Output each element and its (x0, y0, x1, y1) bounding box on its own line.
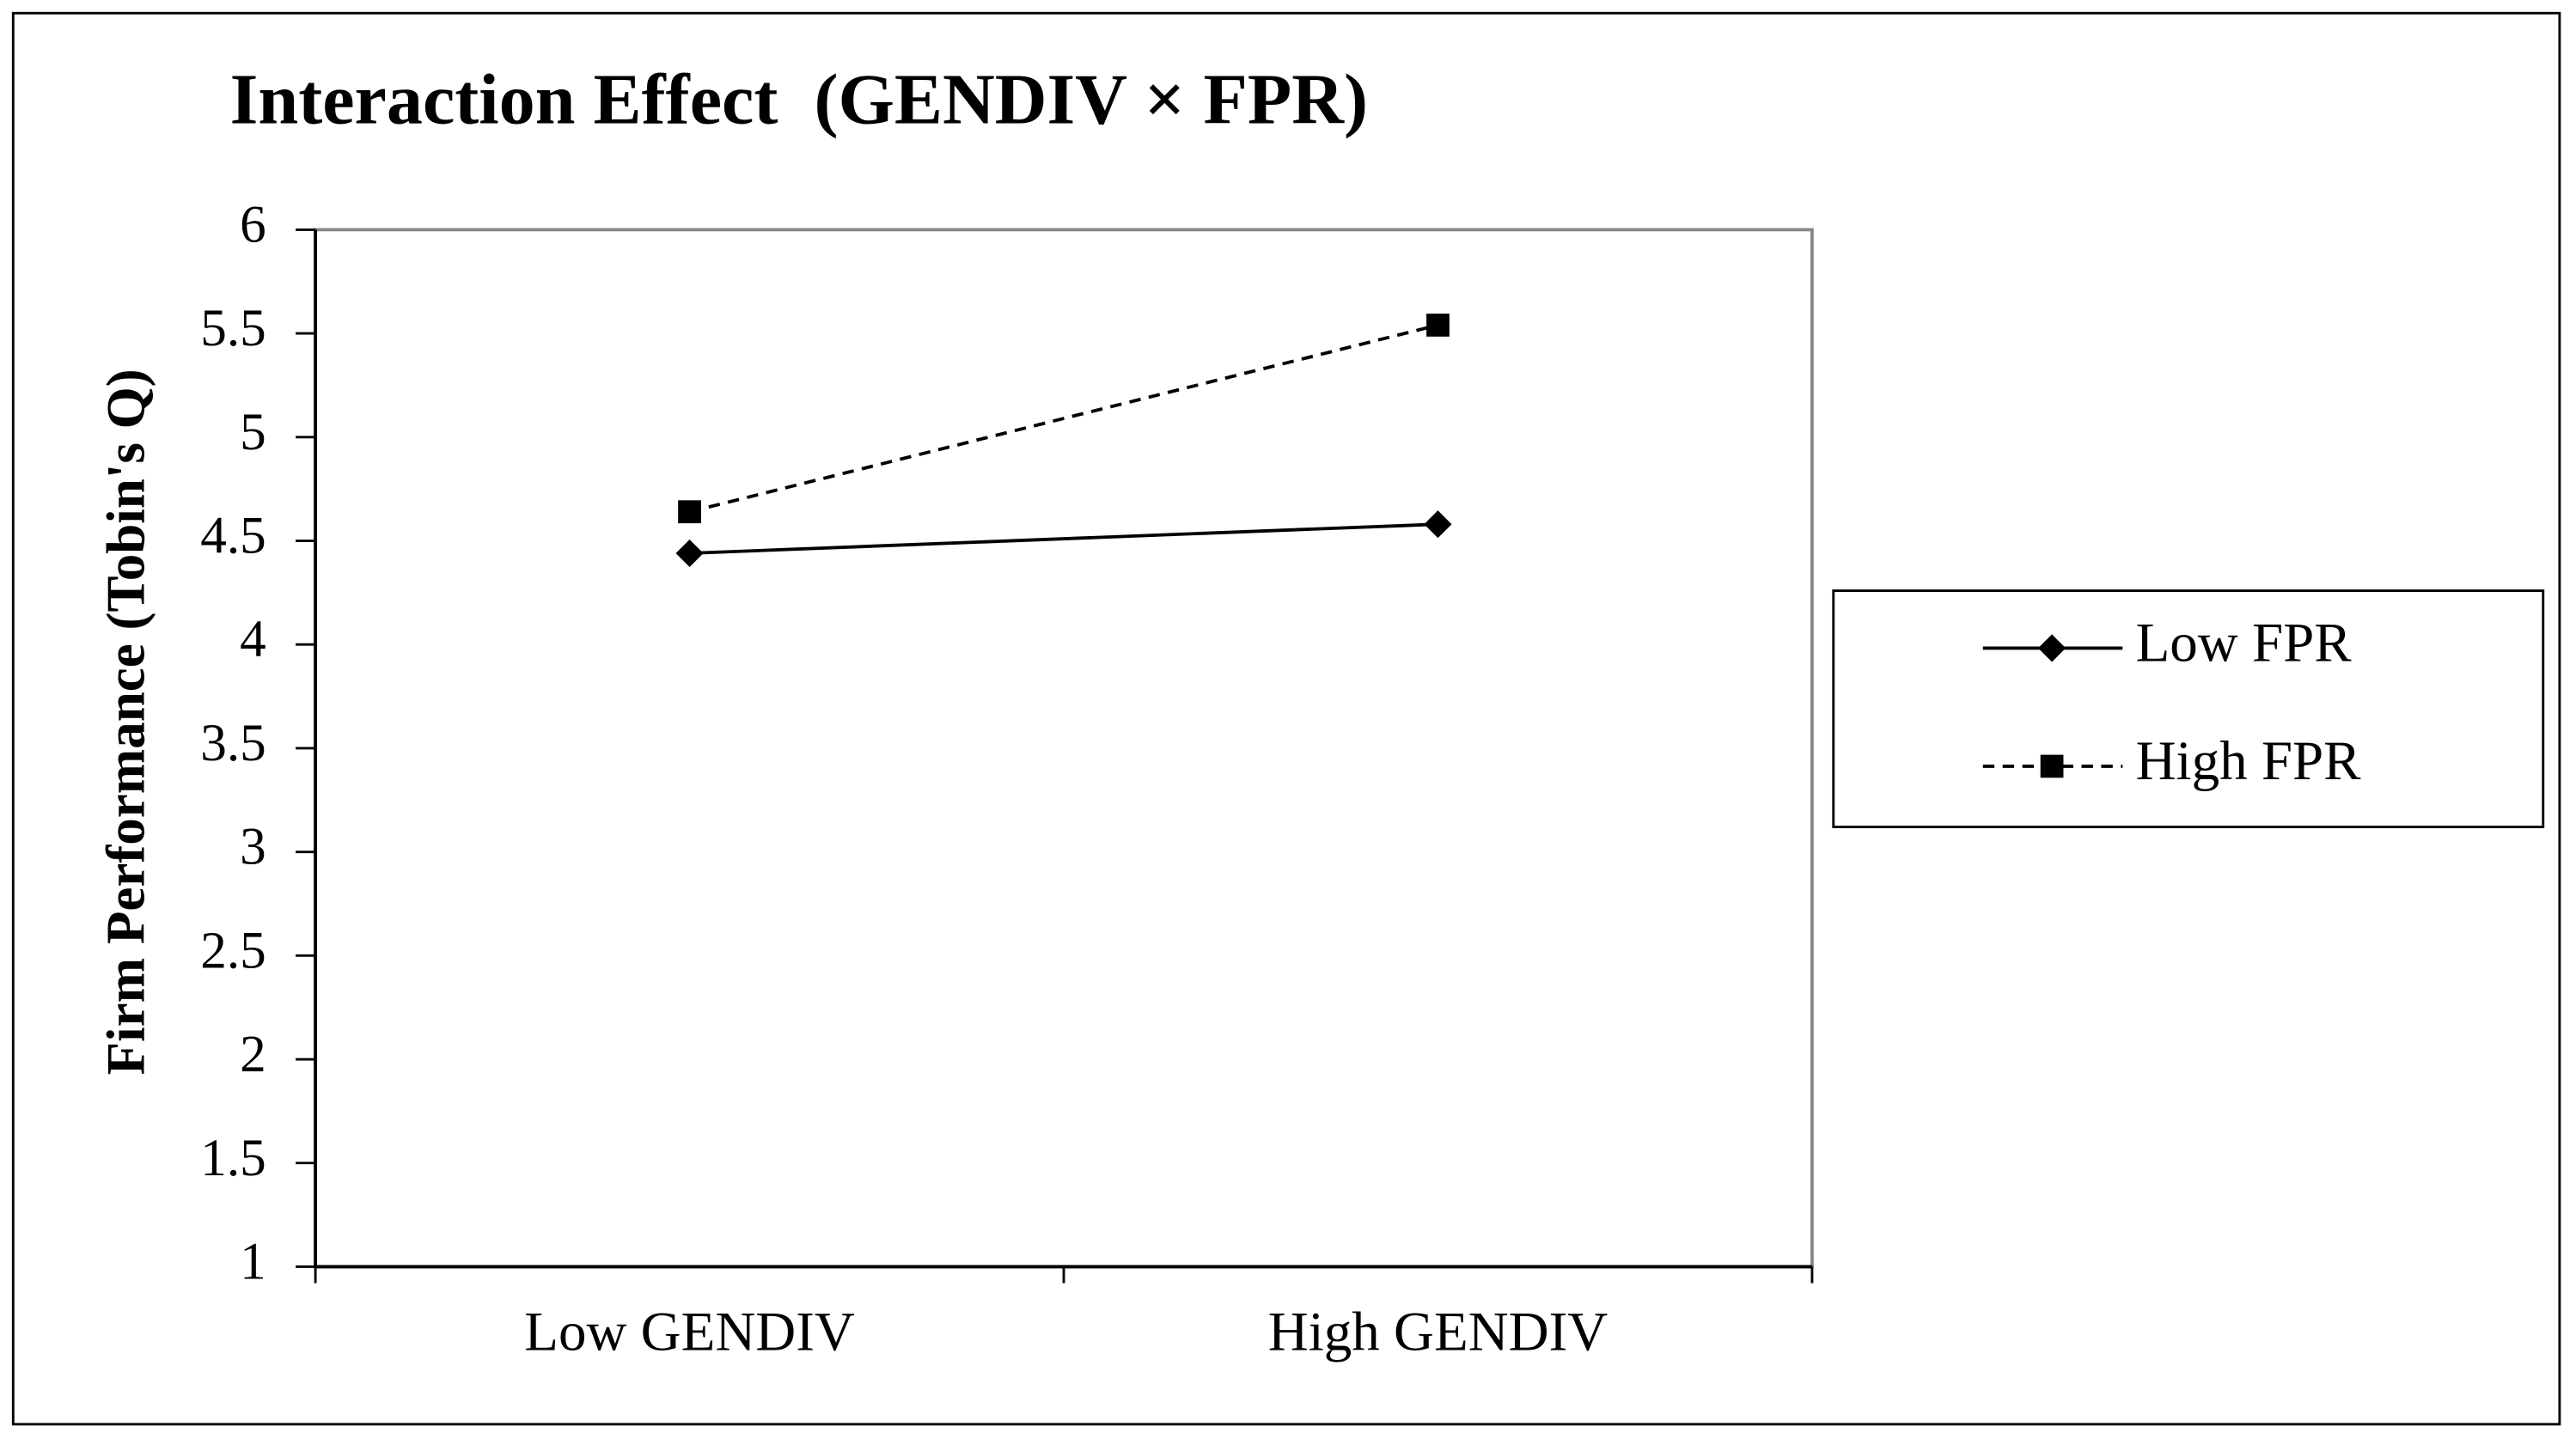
legend-marker (2038, 634, 2066, 662)
legend-marker (2040, 754, 2064, 778)
y-tick-label: 4.5 (200, 508, 266, 565)
chart-title: Interaction Effect (GENDIV × FPR) (230, 59, 1368, 139)
y-tick-label: 5.5 (200, 300, 266, 357)
y-tick-label: 4 (240, 611, 266, 668)
y-tick-label: 2.5 (200, 922, 266, 979)
y-tick-label: 5 (240, 404, 266, 461)
x-tick-label: Low GENDIV (524, 1302, 855, 1363)
y-tick-label: 6 (240, 196, 266, 253)
y-tick-label: 1.5 (200, 1130, 266, 1187)
series-line (689, 522, 1438, 555)
legend-label: High FPR (2136, 730, 2362, 792)
legend-label: Low FPR (2136, 612, 2353, 674)
y-tick-label: 3 (240, 819, 266, 876)
marker (1426, 314, 1450, 337)
y-tick-label: 3.5 (200, 715, 266, 772)
y-tick-label: 1 (240, 1234, 266, 1291)
series-line (689, 323, 1438, 514)
y-tick-label: 2 (240, 1026, 266, 1083)
marker (678, 500, 701, 524)
y-axis-label: Firm Performance (Tobin's Q) (95, 369, 156, 1075)
legend-box (1832, 589, 2545, 829)
marker (1424, 510, 1452, 539)
x-tick-label: High GENDIV (1268, 1302, 1608, 1363)
